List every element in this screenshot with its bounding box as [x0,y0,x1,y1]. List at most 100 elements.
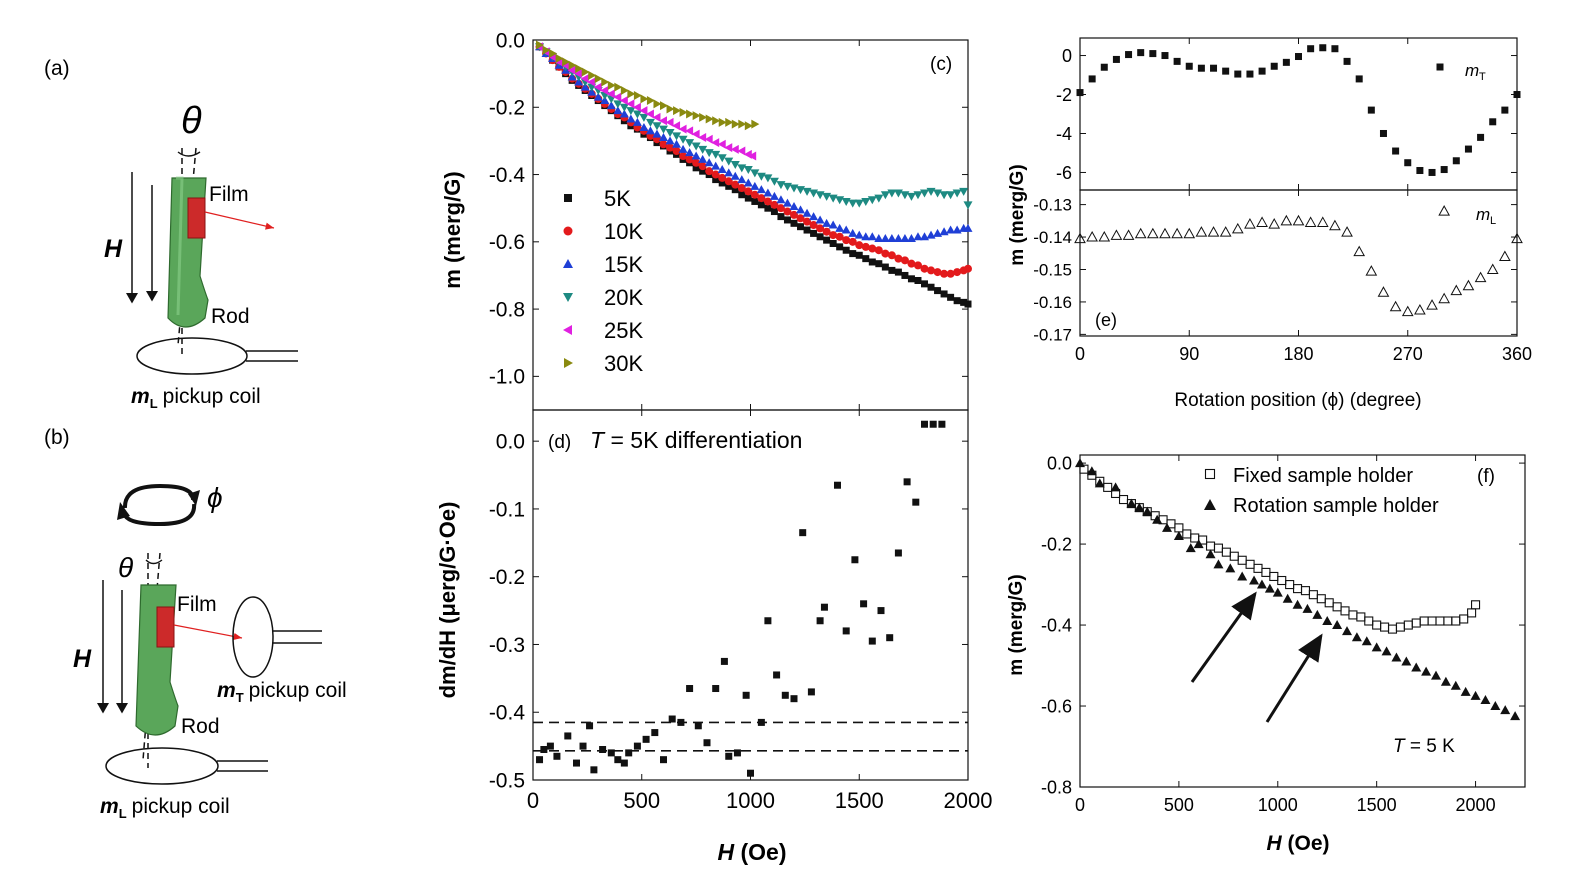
data-point-c-10K [757,194,766,203]
data-point-f [1142,506,1153,516]
data-point-f [1401,656,1412,666]
data-point-c-30K [562,57,571,67]
data-point-c-30K [686,109,695,119]
data-point-c-30K [568,60,577,70]
data-point-f [1174,523,1184,533]
data-point-e-bottom [1280,214,1293,226]
data-point-e-bottom [1389,300,1402,312]
chart-c-ytick-label: 0.0 [496,29,525,52]
data-point-e-bottom [1499,250,1511,262]
data-point-c-25K [606,89,615,99]
data-point-e-bottom [1146,227,1159,239]
data-point-c-30K [601,77,610,87]
data-point-c-10K [913,261,922,270]
data-point-c-10K [835,232,844,241]
data-point-c-20K [769,177,779,186]
data-point-c-15K [848,228,858,237]
data-point-c-5K [725,182,733,190]
data-point-c-20K [946,191,956,200]
data-point-f [1381,646,1392,656]
data-point-f [1292,599,1303,609]
axis-title-d-x: H (Oe) [717,839,786,865]
data-point-c-10K [796,214,805,223]
data-point-d [764,617,772,625]
data-point-d [894,549,902,557]
data-point-e-top [1210,64,1218,72]
data-point-f [1075,458,1085,468]
data-point-c-10K [933,268,942,277]
data-point-f [1340,606,1350,616]
data-point-f [1205,549,1216,559]
data-point-f [1185,543,1196,553]
data-point-f [1269,571,1279,582]
chart-d-ytick-label: -0.3 [489,634,525,657]
chart-f: 0.0 -0.2 -0.4 -0.6 -0.80 500 1000 1500 2000 Fixed… [1041,453,1526,815]
data-point-e-top [1125,51,1133,59]
data-point-c-5K [836,243,844,251]
data-point-f [1249,575,1260,585]
data-point-c-10K [927,266,936,275]
data-point-c-10K [679,152,688,161]
data-point-c-15K [796,205,806,214]
data-point-d [607,749,615,757]
data-point-e-top [1452,157,1460,165]
data-point-e-top [1343,57,1351,65]
data-point-e-bottom [1134,227,1147,239]
data-point-c-20K [841,197,851,206]
data-point-c-25K [567,65,576,75]
data-point-c-15K [567,72,577,81]
legend-label-c: 20K [604,285,643,310]
data-point-c-15K [822,218,832,227]
chart-d-ytick-label: 0.0 [496,431,525,454]
data-point-c-5K [940,290,948,298]
data-point-d [886,634,894,642]
data-point-c-10K [790,210,798,219]
data-point-c-10K [964,264,972,273]
data-point-e-bottom [1511,232,1523,244]
data-point-f [1332,602,1342,612]
chart-e-top-ytick-label: -6 [1056,163,1072,183]
data-point-f [1322,616,1333,625]
data-point-c-30K [627,89,636,99]
data-point-c-15K [685,148,695,157]
data-point-e-bottom [1341,226,1353,237]
data-point-c-30K [692,111,701,121]
data-point-c-10K [705,167,714,176]
data-point-f [1332,620,1343,630]
data-point-c-15K [815,215,825,224]
data-point-e-top [1173,57,1181,65]
legend-label-c: 10K [604,219,643,244]
data-point-e-top [1234,70,1242,78]
data-point-c-10K [750,190,759,199]
rod-label: Rod [211,305,250,328]
theta-symbol-b: θ [118,552,133,583]
data-point-e-bottom [1207,226,1220,237]
mt-coil-label: mT pickup coil [217,679,347,705]
data-point-c-20K [678,135,688,144]
data-point-c-20K [717,154,727,163]
data-point-f [1356,612,1366,622]
data-point-f [1237,555,1247,565]
data-point-c-10K [953,268,962,277]
data-point-d [686,685,694,693]
data-point-f [1351,632,1362,642]
data-point-e-bottom [1316,216,1329,227]
chart-e-bottom-ytick-label: -0.16 [1033,293,1072,312]
data-point-c-15K [769,191,779,200]
data-point-f [1213,543,1223,553]
data-point-f [1086,466,1097,476]
data-point-c-15K [580,82,590,91]
data-point-e-top [1428,168,1436,176]
data-point-c-15K [874,233,884,242]
data-point-e-bottom [1122,229,1135,240]
data-point-c-30K [536,40,545,50]
data-point-f [1173,530,1184,540]
data-point-c-30K [633,91,642,100]
data-point-e-top [1112,55,1120,63]
chart-f-frame [1079,454,1526,788]
rotation-arrowhead-top [188,490,200,506]
theta-symbol: θ [181,100,202,142]
data-point-c-15K [678,144,688,153]
data-point-c-25K [685,126,694,136]
data-point-e-top [1076,89,1084,97]
